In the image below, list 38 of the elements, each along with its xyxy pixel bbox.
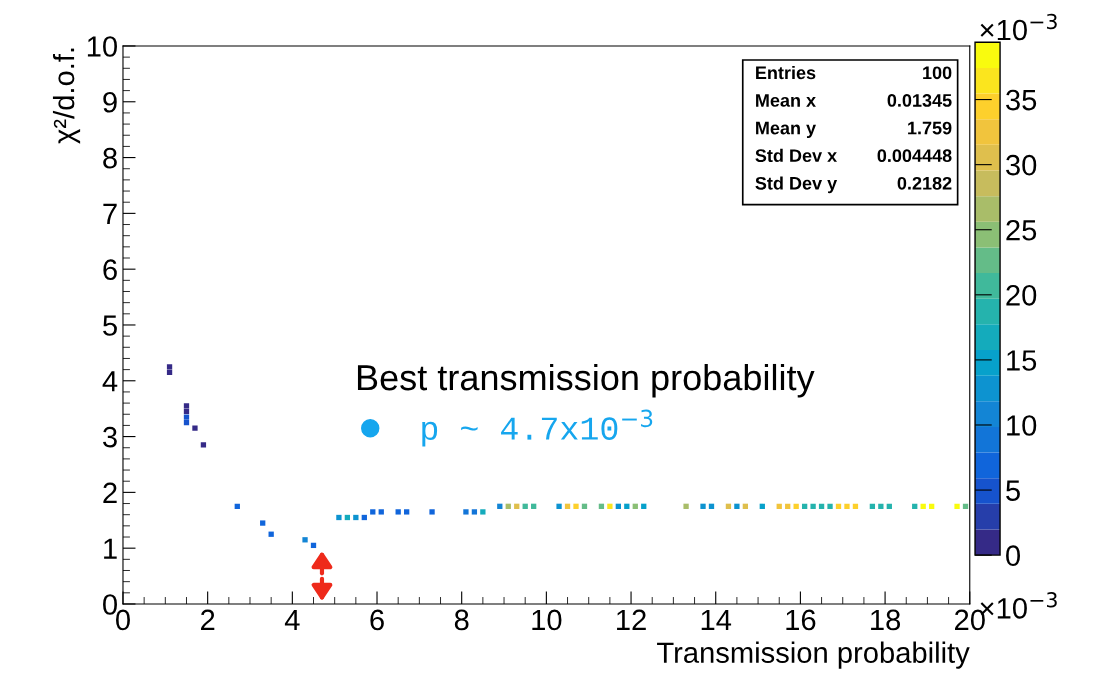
x-tick-label: 2: [201, 609, 215, 630]
color-bar-label: 30: [1006, 154, 1037, 176]
x-tick-label: 14: [701, 609, 732, 630]
color-bar-label: 35: [1006, 89, 1037, 111]
y-tick-label: 7: [103, 203, 117, 224]
y-tick-label: 10: [87, 36, 117, 57]
legend-title: Best transmission probability: [357, 363, 815, 398]
text: Mean y 1.759: [756, 121, 952, 138]
text: Mean x 0.01345: [756, 94, 952, 107]
y-tick-label: 3: [103, 426, 117, 448]
text: ×10$^{−3}$: [980, 13, 1057, 41]
y-tick-label: 6: [103, 259, 117, 281]
text: Std Dev x 0.004448: [755, 148, 952, 163]
y-axis-title: χ²/d.o.f.: [52, 48, 81, 144]
y-tick-label: 9: [103, 91, 117, 113]
color-bar-label: 20: [1006, 285, 1037, 306]
x-tick-label: 10: [532, 609, 562, 631]
color-bar-label: 15: [1007, 350, 1037, 371]
y-tick-label: 1: [104, 538, 117, 559]
y-tick-label: 5: [103, 315, 117, 336]
text: Entries 100: [756, 65, 952, 80]
x-tick-label: 18: [871, 609, 901, 631]
x-tick-label: 6: [370, 609, 384, 631]
x-tick-label: 4: [284, 609, 300, 630]
x-axis-title: Transmission probability: [657, 641, 970, 669]
x-tick-label: 8: [454, 609, 469, 631]
y-tick-label: 0: [103, 594, 117, 615]
y-tick-label: 8: [103, 147, 117, 169]
annotation: p ~ 4.7x10$^{−3}$: [422, 409, 653, 447]
text: Std Dev y 0.2182: [755, 176, 952, 194]
y-tick-label: 4: [102, 371, 118, 392]
color-bar-label: 0: [1006, 545, 1021, 566]
color-bar-label: 25: [1006, 219, 1037, 241]
y-tick-label: 2: [103, 482, 117, 503]
color-bar-label: 10: [1007, 415, 1037, 436]
x-tick-label: 12: [617, 609, 646, 630]
x-tick-label: 16: [786, 609, 816, 631]
color-bar-label: 5: [1006, 480, 1020, 501]
